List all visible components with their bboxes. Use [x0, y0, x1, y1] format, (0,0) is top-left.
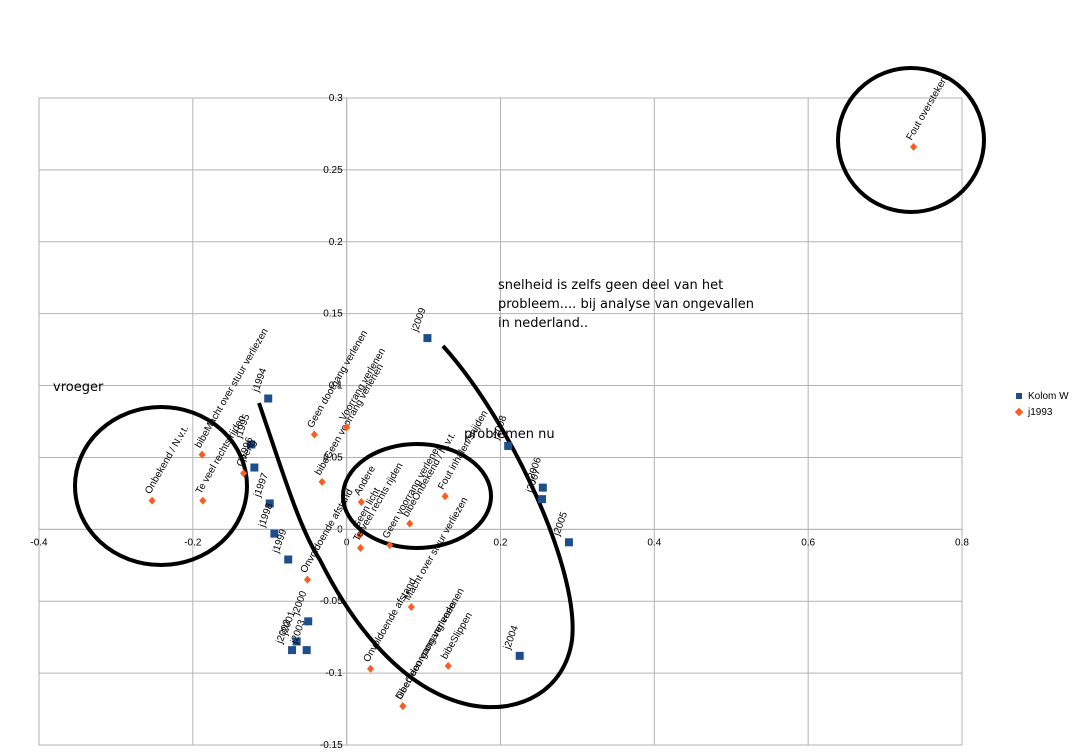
legend-square-marker — [1014, 391, 1024, 401]
point-square — [292, 637, 301, 646]
point-square — [504, 441, 513, 450]
annotation-vroeger: vroeger — [53, 380, 104, 395]
point-diamond — [399, 702, 407, 711]
annotation-snelheid-line2: probleem.... bij analyse van ongevallen — [498, 297, 755, 312]
annotation-snelheid-line3: in nederland.. — [498, 316, 589, 331]
point-diamond — [357, 544, 365, 553]
point-square — [423, 334, 432, 343]
point-diamond — [406, 519, 414, 528]
y-tick-label: -0.05 — [320, 596, 343, 607]
point-diamond — [444, 661, 452, 670]
x-tick-label: -0.4 — [30, 537, 48, 548]
point-diamond — [240, 469, 248, 478]
x-tick-label: 0.2 — [494, 537, 508, 548]
x-tick-label: 0.8 — [955, 537, 969, 548]
point-square — [247, 440, 256, 449]
point-label: j1998 — [257, 502, 276, 530]
y-tick-label: -0.1 — [325, 668, 343, 679]
y-tick-label: 0.25 — [323, 165, 343, 176]
point-diamond — [199, 496, 207, 505]
legend-item-kolom-w: Kolom W — [1014, 388, 1069, 404]
point-diamond — [386, 541, 394, 550]
legend-label-kolom-w: Kolom W — [1028, 390, 1069, 402]
point-square — [302, 646, 311, 655]
point-square — [270, 529, 279, 538]
point-square — [538, 495, 547, 504]
legend: Kolom W j1993 — [1014, 388, 1069, 420]
point-label: bibeGeen voorrang verlenen — [313, 362, 386, 477]
point-diamond — [310, 430, 318, 439]
point-diamond — [407, 602, 415, 611]
annotation-snelheid: snelheid is zelfs geen deel van het prob… — [498, 276, 754, 333]
point-label: j1997 — [252, 471, 271, 499]
point-label: Fout oversteken — [905, 75, 950, 143]
point-diamond — [441, 492, 449, 501]
point-square — [265, 499, 274, 508]
circle-fout-oversteken — [836, 66, 986, 214]
point-square — [250, 463, 259, 472]
legend-item-j1993: j1993 — [1014, 404, 1069, 420]
point-square — [288, 646, 297, 655]
point-square — [264, 394, 273, 403]
point-diamond — [198, 450, 206, 459]
point-diamond — [356, 531, 364, 540]
point-diamond — [318, 477, 326, 486]
point-label: j2005 — [551, 510, 570, 538]
annotation-snelheid-line1: snelheid is zelfs geen deel van het — [498, 278, 724, 293]
x-tick-label: -0.2 — [184, 537, 202, 548]
point-diamond — [148, 496, 156, 505]
y-tick-label: 0.05 — [323, 452, 343, 463]
point-label: Onbekend / N.v.t. — [143, 424, 191, 496]
x-tick-label: 0.6 — [801, 537, 815, 548]
point-square — [538, 483, 547, 492]
point-label: j1994 — [250, 366, 269, 394]
point-diamond — [303, 575, 311, 584]
point-square — [304, 617, 313, 626]
legend-label-j1993: j1993 — [1028, 406, 1053, 418]
y-tick-label: 0.15 — [323, 309, 343, 320]
point-label: j2004 — [502, 624, 521, 652]
hand-drawn-annotations — [73, 66, 986, 710]
point-label: Onvoldoende afstand — [362, 576, 419, 664]
y-tick-label: -0.15 — [320, 740, 343, 751]
circle-problemen-nu — [341, 442, 493, 550]
point-diamond — [357, 498, 365, 507]
point-diamond — [367, 664, 375, 673]
point-square — [515, 651, 524, 660]
axes: 0.30.250.20.150.10.050-0.05-0.1-0.15-0.4… — [30, 93, 969, 751]
point-label: j2009 — [410, 306, 429, 334]
y-tick-label: 0.3 — [329, 93, 343, 104]
point-diamond — [343, 423, 351, 432]
x-tick-label: 0.4 — [647, 537, 661, 548]
curve-left — [257, 344, 575, 710]
y-tick-label: 0.2 — [329, 237, 343, 248]
point-square — [564, 538, 573, 547]
annotation-problemen-nu: problemen nu — [464, 427, 555, 442]
y-tick-label: 0.1 — [329, 381, 343, 392]
point-diamond — [910, 142, 918, 151]
point-square — [284, 555, 293, 564]
circle-vroeger — [73, 405, 249, 567]
legend-diamond-marker — [1014, 407, 1024, 417]
